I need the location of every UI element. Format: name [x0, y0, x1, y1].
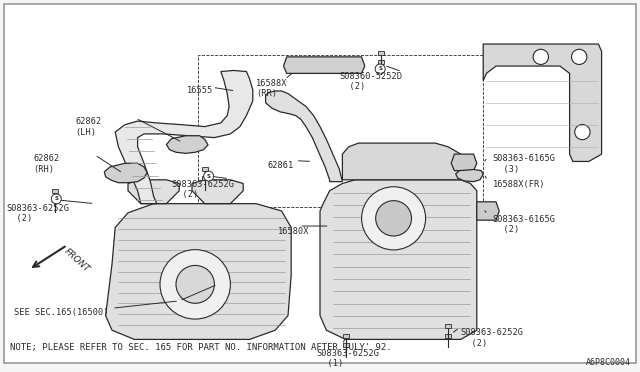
- Text: S: S: [207, 174, 211, 179]
- Polygon shape: [342, 143, 461, 180]
- Bar: [378, 51, 384, 55]
- Text: S08363-6252G
  (2): S08363-6252G (2): [6, 203, 69, 223]
- Polygon shape: [166, 136, 208, 153]
- Circle shape: [362, 187, 426, 250]
- Circle shape: [533, 49, 548, 64]
- Polygon shape: [128, 180, 179, 203]
- Bar: [52, 198, 58, 202]
- Text: S08363-6252G
  (2): S08363-6252G (2): [461, 328, 524, 348]
- Text: S08363-6165G
  (3): S08363-6165G (3): [493, 154, 556, 173]
- Bar: [445, 334, 451, 337]
- Polygon shape: [456, 170, 483, 182]
- Text: 62861: 62861: [268, 161, 294, 170]
- Polygon shape: [115, 70, 253, 203]
- Text: S: S: [54, 196, 58, 201]
- Text: NOTE; PLEASE REFER TO SEC. 165 FOR PART NO. INFORMATION AFTER JULY' 92.: NOTE; PLEASE REFER TO SEC. 165 FOR PART …: [10, 343, 391, 352]
- Circle shape: [376, 201, 412, 236]
- Bar: [445, 324, 451, 328]
- Polygon shape: [106, 203, 291, 339]
- Circle shape: [51, 194, 61, 204]
- Circle shape: [575, 125, 590, 140]
- Circle shape: [160, 250, 230, 319]
- Circle shape: [375, 64, 385, 74]
- Text: S08360-5252D
  (2): S08360-5252D (2): [339, 71, 402, 91]
- Bar: [52, 189, 58, 193]
- Text: S08363-6252G
  (2): S08363-6252G (2): [172, 180, 234, 199]
- Text: 16580X: 16580X: [278, 228, 310, 237]
- Text: 16588X
(RR): 16588X (RR): [256, 79, 287, 98]
- Polygon shape: [451, 154, 477, 171]
- Text: FRONT: FRONT: [63, 247, 92, 274]
- Bar: [342, 343, 349, 347]
- Bar: [378, 60, 384, 64]
- Text: S08363-6165G
  (2): S08363-6165G (2): [493, 215, 556, 234]
- Polygon shape: [284, 57, 365, 73]
- Circle shape: [204, 171, 214, 181]
- Text: S: S: [378, 67, 382, 71]
- Bar: [202, 167, 208, 171]
- Polygon shape: [483, 44, 602, 161]
- Polygon shape: [104, 163, 147, 183]
- Text: 62862
(RH): 62862 (RH): [33, 154, 60, 173]
- Bar: [342, 334, 349, 337]
- Polygon shape: [266, 91, 342, 182]
- Circle shape: [176, 266, 214, 303]
- Circle shape: [572, 49, 587, 64]
- Polygon shape: [192, 180, 243, 203]
- Text: 62862
(LH): 62862 (LH): [76, 118, 102, 137]
- Text: 16555: 16555: [187, 86, 213, 95]
- Text: SEE SEC.165(16500): SEE SEC.165(16500): [14, 308, 109, 317]
- Polygon shape: [320, 180, 477, 339]
- Text: A6P8C0004: A6P8C0004: [586, 358, 630, 367]
- Text: S08363-6252G
  (1): S08363-6252G (1): [317, 349, 380, 368]
- Text: 16588X(FR): 16588X(FR): [493, 180, 545, 189]
- Polygon shape: [477, 202, 499, 220]
- Bar: [202, 176, 208, 180]
